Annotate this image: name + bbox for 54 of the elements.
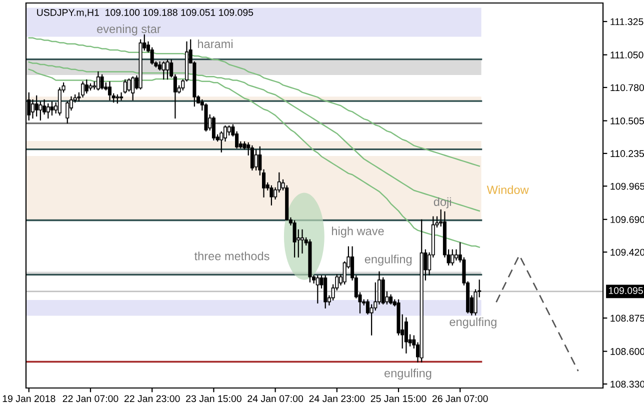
candlestick [120, 92, 124, 100]
candlestick [123, 79, 127, 94]
annotation: three methods [194, 252, 270, 260]
line-series [28, 68, 480, 248]
y-tick-label: 110.505 [610, 117, 644, 124]
candlestick [46, 103, 50, 119]
candlestick [212, 116, 216, 140]
annotation: harami [198, 39, 233, 48]
x-tick-label: 24 Jan 07:00 [248, 395, 304, 402]
text: Window [486, 185, 529, 194]
annotation: engulfing [364, 254, 412, 266]
x-tick-label: 23 Jan 15:00 [186, 395, 242, 402]
y-tick-label: 110.780 [610, 84, 644, 92]
candlestick [270, 185, 274, 206]
candlestick [50, 101, 54, 116]
x-tick-label: 19 Jan 2018 [2, 395, 56, 402]
annotation: engulfing [450, 317, 496, 328]
y-tick-label: 110.235 [610, 150, 644, 158]
x-tick-label: 22 Jan 23:00 [124, 395, 180, 402]
x-tick-label: 22 Jan 07:00 [62, 395, 118, 402]
candlestick [404, 317, 408, 354]
candlestick [30, 99, 35, 119]
x-tick-label: 26 Jan 07:00 [432, 395, 488, 402]
annotation: high wave [332, 226, 384, 238]
candlestick [108, 81, 112, 100]
candlestick [96, 71, 100, 90]
candlestick [100, 74, 104, 90]
candlestick [131, 76, 135, 100]
candlestick [292, 220, 296, 258]
candlestick [450, 249, 454, 266]
candlestick [454, 249, 458, 261]
text: USDJPY.m,H1 109.100 109.188 109.051 109.095 [37, 9, 254, 18]
candlestick [84, 79, 88, 94]
candlestick [250, 145, 254, 170]
candlestick [38, 101, 42, 120]
line-series [28, 37, 480, 167]
candlestick [81, 81, 85, 98]
candlestick [127, 78, 131, 92]
annotation: evening star [97, 24, 161, 36]
annotation: engulfing [384, 368, 432, 380]
line-series [28, 61, 480, 212]
candlestick [324, 275, 328, 308]
candlestick [162, 61, 166, 80]
candlestick [254, 149, 258, 170]
candlestick [316, 275, 320, 304]
candlestick [300, 229, 304, 254]
candlestick [166, 59, 170, 80]
x-tick-label: 24 Jan 23:00 [309, 395, 365, 402]
annotation: doji [434, 197, 451, 208]
ref-line-label: 109.095 [608, 287, 643, 294]
y-tick-label: 111.050 [610, 52, 644, 58]
x-tick-label: 25 Jan 15:00 [370, 395, 426, 402]
y-tick-label: 111.325 [610, 18, 644, 26]
candlestick [34, 95, 38, 116]
